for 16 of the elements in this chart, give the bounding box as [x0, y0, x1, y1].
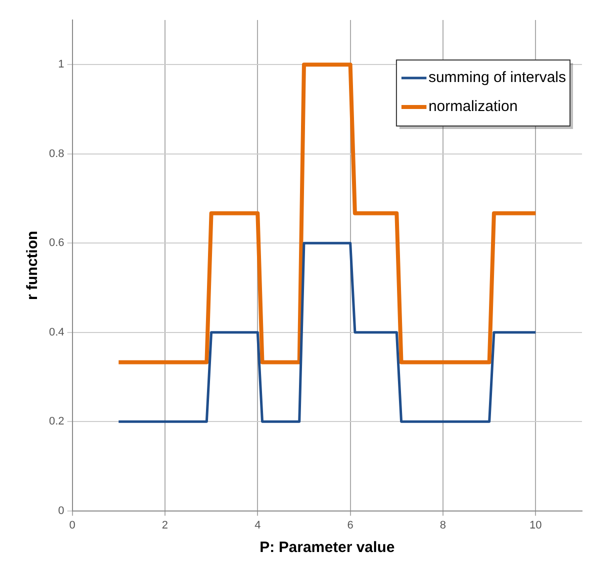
legend-label: summing of intervals — [428, 69, 566, 86]
x-tick-label: 8 — [440, 519, 446, 532]
legend-label: normalization — [428, 98, 518, 116]
y-tick-label: 0.8 — [48, 148, 64, 160]
x-tick-label: 10 — [530, 519, 542, 532]
y-tick-label: 0.2 — [48, 416, 64, 428]
y-tick-label: 0 — [58, 504, 64, 517]
y-tick-label: 1 — [58, 58, 64, 71]
x-tick-label: 4 — [254, 519, 261, 532]
y-axis-title: r function — [24, 230, 42, 300]
x-tick-label: 0 — [69, 519, 76, 532]
x-axis-title: P: Parameter value — [260, 539, 395, 556]
x-tick-label: 6 — [347, 519, 354, 532]
x-tick-label: 2 — [162, 519, 168, 532]
y-tick-label: 0.4 — [48, 326, 64, 338]
y-tick-label: 0.6 — [48, 237, 64, 250]
